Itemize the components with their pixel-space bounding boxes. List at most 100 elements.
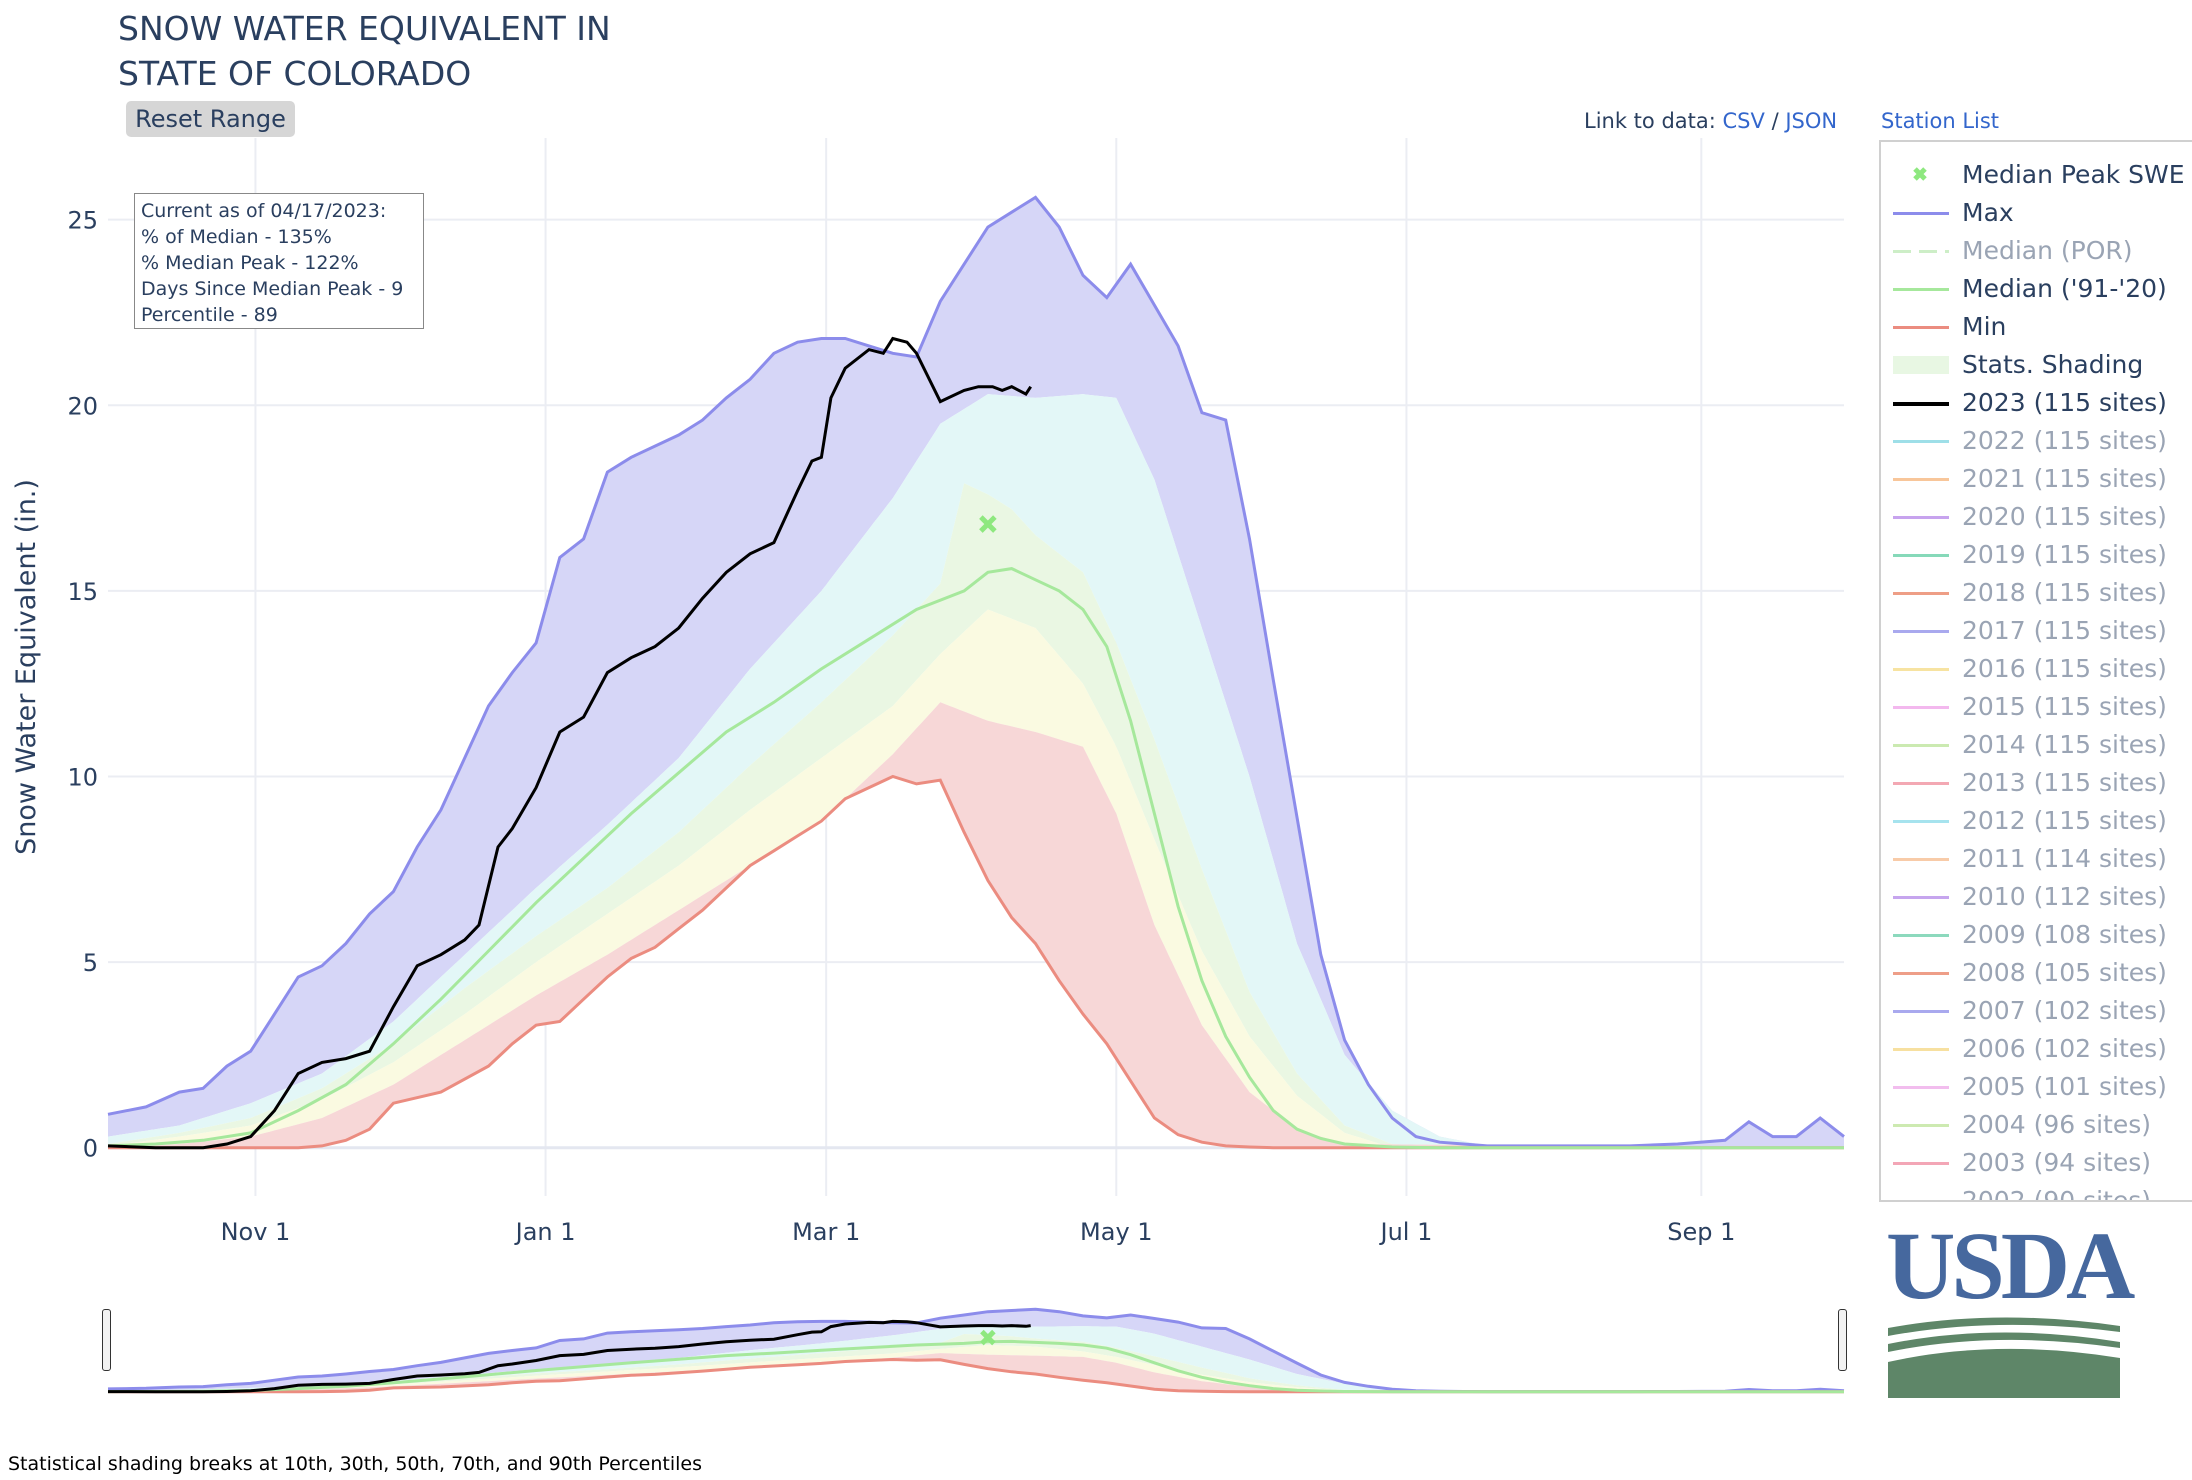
- y-tick-label: 20: [67, 392, 98, 420]
- legend: Median Peak SWE Max Median (POR) Median ('9…: [1879, 140, 2192, 1202]
- legend-item[interactable]: 2005 (101 sites): [1881, 1068, 2192, 1106]
- legend-swatch: [1893, 706, 1949, 709]
- minimap-median-line: [107, 1339, 1844, 1394]
- chart-title: SNOW WATER EQUIVALENT IN STATE OF COLORA…: [118, 6, 611, 96]
- legend-swatch: [1893, 744, 1949, 747]
- y-tick-label: 0: [83, 1135, 98, 1163]
- csv-link[interactable]: CSV: [1722, 109, 1765, 133]
- legend-label: Median (POR): [1962, 236, 2133, 265]
- minimap-min-line: [108, 1357, 1844, 1394]
- x-tick-label: Jul 1: [1379, 1218, 1433, 1246]
- x-tick-label: Jan 1: [514, 1218, 576, 1246]
- legend-swatch: [1893, 858, 1949, 861]
- legend-swatch: [1893, 782, 1949, 785]
- main-median-peak-marker: [979, 515, 997, 533]
- minimap-band-p50-p70: [108, 1334, 1844, 1392]
- legend-item[interactable]: 2020 (115 sites): [1881, 498, 2192, 536]
- legend-label: 2009 (108 sites): [1962, 920, 2167, 949]
- legend-item[interactable]: 2023 (115 sites): [1881, 384, 2192, 422]
- legend-item[interactable]: 2012 (115 sites): [1881, 802, 2192, 840]
- legend-item[interactable]: 2004 (96 sites): [1881, 1106, 2192, 1144]
- legend-label: 2016 (115 sites): [1962, 654, 2167, 683]
- legend-label: 2003 (94 sites): [1962, 1148, 2152, 1177]
- legend-label: 2022 (115 sites): [1962, 426, 2167, 455]
- legend-label: 2012 (115 sites): [1962, 806, 2167, 835]
- title-line-2: STATE OF COLORADO: [118, 54, 472, 93]
- legend-item[interactable]: 2016 (115 sites): [1881, 650, 2192, 688]
- main-current-year-line: [107, 336, 1032, 1150]
- legend-item[interactable]: 2006 (102 sites): [1881, 1030, 2192, 1068]
- x-tick-label: Nov 1: [221, 1218, 291, 1246]
- legend-label: 2015 (115 sites): [1962, 692, 2167, 721]
- y-tick-label: 25: [67, 207, 98, 235]
- legend-item[interactable]: Median Peak SWE: [1881, 156, 2192, 194]
- main-band-p50-p70: [108, 483, 1844, 1148]
- legend-item[interactable]: 2007 (102 sites): [1881, 992, 2192, 1030]
- legend-item[interactable]: Stats. Shading: [1881, 346, 2192, 384]
- legend-label: Median ('91-'20): [1962, 274, 2167, 303]
- y-tick-label: 10: [67, 764, 98, 792]
- usda-logo-graphic: [1888, 1317, 2120, 1398]
- legend-label: 2018 (115 sites): [1962, 578, 2167, 607]
- legend-swatch: [1893, 288, 1949, 291]
- legend-item[interactable]: 2022 (115 sites): [1881, 422, 2192, 460]
- legend-item[interactable]: Min: [1881, 308, 2192, 346]
- legend-label: Stats. Shading: [1962, 350, 2144, 379]
- x-tick-label: Mar 1: [792, 1218, 860, 1246]
- link-separator: /: [1771, 109, 1779, 133]
- legend-item[interactable]: 2008 (105 sites): [1881, 954, 2192, 992]
- usda-logo: USDA: [1886, 1218, 2135, 1402]
- legend-item[interactable]: 2017 (115 sites): [1881, 612, 2192, 650]
- legend-item[interactable]: Max: [1881, 194, 2192, 232]
- legend-item[interactable]: Median (POR): [1881, 232, 2192, 270]
- legend-item[interactable]: 2010 (112 sites): [1881, 878, 2192, 916]
- legend-swatch: [1893, 1124, 1949, 1127]
- title-line-1: SNOW WATER EQUIVALENT IN: [118, 9, 611, 48]
- minimap-band-min-p30: [108, 1353, 1844, 1392]
- info-line: Percentile - 89: [141, 304, 278, 326]
- main-median-line: [107, 567, 1844, 1150]
- legend-label: 2006 (102 sites): [1962, 1034, 2167, 1063]
- legend-label: 2014 (115 sites): [1962, 730, 2167, 759]
- legend-swatch: [1893, 934, 1949, 937]
- legend-swatch: [1893, 440, 1949, 443]
- legend-swatch: [1893, 820, 1949, 823]
- legend-label: 2008 (105 sites): [1962, 958, 2167, 987]
- legend-swatch: [1893, 1086, 1949, 1089]
- legend-swatch: [1893, 668, 1949, 671]
- legend-item[interactable]: 2013 (115 sites): [1881, 764, 2192, 802]
- legend-label: 2017 (115 sites): [1962, 616, 2167, 645]
- station-list-link[interactable]: Station List: [1881, 109, 2000, 133]
- reset-range-button[interactable]: Reset Range: [126, 101, 295, 137]
- legend-swatch: [1893, 972, 1949, 975]
- y-tick-label: 5: [83, 949, 98, 977]
- x-tick-label: May 1: [1080, 1218, 1153, 1246]
- legend-item[interactable]: 2019 (115 sites): [1881, 536, 2192, 574]
- legend-swatch: [1893, 1010, 1949, 1013]
- legend-item[interactable]: 2003 (94 sites): [1881, 1144, 2192, 1182]
- legend-swatch: [1893, 250, 1949, 253]
- legend-item[interactable]: 2018 (115 sites): [1881, 574, 2192, 612]
- legend-swatch: [1893, 630, 1949, 633]
- legend-label: 2005 (101 sites): [1962, 1072, 2167, 1101]
- legend-swatch: [1893, 1200, 1949, 1202]
- legend-item[interactable]: Median ('91-'20): [1881, 270, 2192, 308]
- footnote: Statistical shading breaks at 10th, 30th…: [8, 1453, 702, 1475]
- legend-item[interactable]: 2002 (90 sites): [1881, 1182, 2192, 1202]
- legend-item[interactable]: 2021 (115 sites): [1881, 460, 2192, 498]
- legend-item[interactable]: 2015 (115 sites): [1881, 688, 2192, 726]
- info-line: Current as of 04/17/2023:: [141, 200, 387, 222]
- legend-swatch: [1893, 478, 1949, 481]
- legend-item[interactable]: 2009 (108 sites): [1881, 916, 2192, 954]
- legend-label: Median Peak SWE: [1962, 160, 2185, 189]
- legend-label: 2023 (115 sites): [1962, 388, 2167, 417]
- legend-item[interactable]: 2014 (115 sites): [1881, 726, 2192, 764]
- range-slider-right-handle[interactable]: [1838, 1309, 1847, 1371]
- range-slider-left-handle[interactable]: [102, 1309, 111, 1371]
- legend-item[interactable]: 2011 (114 sites): [1881, 840, 2192, 878]
- y-axis-label: Snow Water Equivalent (in.): [11, 479, 42, 855]
- main-plot: [107, 195, 1845, 1150]
- legend-swatch: [1893, 160, 1949, 190]
- json-link[interactable]: JSON: [1785, 109, 1838, 133]
